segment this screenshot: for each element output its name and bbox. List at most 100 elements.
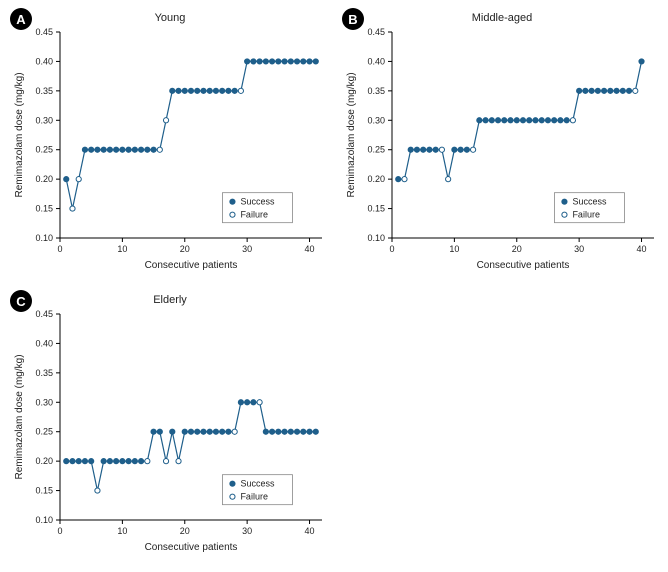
svg-text:0.45: 0.45: [35, 309, 53, 319]
marker-success: [213, 88, 218, 93]
legend: Success Failure: [222, 475, 292, 505]
panel-b: BMiddle-aged0.100.150.200.250.300.350.40…: [340, 6, 664, 278]
marker-success: [220, 429, 225, 434]
marker-success: [433, 147, 438, 152]
svg-text:0.40: 0.40: [35, 56, 53, 66]
marker-success: [157, 429, 162, 434]
y-axis-label: Remimazolam dose (mg/kg): [346, 72, 357, 197]
svg-text:0.10: 0.10: [35, 515, 53, 525]
marker-success: [207, 88, 212, 93]
marker-success: [282, 429, 287, 434]
marker-success: [294, 59, 299, 64]
marker-success: [601, 88, 606, 93]
legend: Success Failure: [554, 193, 624, 223]
marker-success: [508, 118, 513, 123]
svg-text:0.40: 0.40: [35, 338, 53, 348]
svg-text:10: 10: [449, 244, 459, 254]
marker-success: [520, 118, 525, 123]
legend-marker-success: [230, 481, 235, 486]
svg-text:20: 20: [512, 244, 522, 254]
marker-success: [608, 88, 613, 93]
legend-label: Success: [240, 197, 275, 207]
marker-success: [276, 59, 281, 64]
legend-label: Failure: [572, 210, 600, 220]
marker-failure: [163, 118, 168, 123]
marker-success: [226, 429, 231, 434]
marker-success: [201, 429, 206, 434]
panel-c: CElderly0.100.150.200.250.300.350.400.45…: [8, 288, 332, 560]
marker-success: [107, 459, 112, 464]
marker-success: [276, 429, 281, 434]
legend-label: Success: [572, 197, 607, 207]
marker-success: [307, 429, 312, 434]
x-axis-label: Consecutive patients: [145, 542, 238, 553]
marker-failure: [439, 147, 444, 152]
marker-success: [151, 147, 156, 152]
legend-label: Success: [240, 479, 275, 489]
marker-success: [132, 147, 137, 152]
chart-svg: 0.100.150.200.250.300.350.400.4501020304…: [8, 288, 332, 560]
marker-success: [595, 88, 600, 93]
marker-success: [477, 118, 482, 123]
marker-success: [195, 88, 200, 93]
marker-success: [533, 118, 538, 123]
x-axis-label: Consecutive patients: [477, 260, 570, 271]
marker-success: [313, 429, 318, 434]
legend-label: Failure: [240, 492, 268, 502]
marker-success: [558, 118, 563, 123]
marker-success: [89, 459, 94, 464]
marker-success: [145, 147, 150, 152]
panel-title: Middle-aged: [340, 12, 664, 24]
marker-success: [188, 88, 193, 93]
figure-container: AYoung0.100.150.200.250.300.350.400.4501…: [0, 0, 668, 572]
marker-success: [114, 147, 119, 152]
marker-failure: [145, 459, 150, 464]
svg-text:0: 0: [57, 244, 62, 254]
marker-success: [120, 147, 125, 152]
marker-success: [138, 147, 143, 152]
marker-success: [232, 88, 237, 93]
marker-success: [583, 88, 588, 93]
marker-failure: [257, 400, 262, 405]
marker-success: [577, 88, 582, 93]
svg-text:0.15: 0.15: [367, 204, 385, 214]
svg-text:0: 0: [389, 244, 394, 254]
svg-text:0.15: 0.15: [35, 486, 53, 496]
panel-title: Young: [8, 12, 332, 24]
marker-failure: [76, 177, 81, 182]
svg-text:0.25: 0.25: [35, 427, 53, 437]
marker-success: [251, 59, 256, 64]
marker-failure: [70, 206, 75, 211]
marker-success: [564, 118, 569, 123]
marker-success: [589, 88, 594, 93]
svg-text:40: 40: [305, 526, 315, 536]
svg-text:0.30: 0.30: [35, 115, 53, 125]
marker-success: [245, 400, 250, 405]
marker-success: [489, 118, 494, 123]
marker-success: [126, 459, 131, 464]
marker-success: [427, 147, 432, 152]
marker-success: [421, 147, 426, 152]
marker-success: [483, 118, 488, 123]
y-axis-label: Remimazolam dose (mg/kg): [14, 354, 25, 479]
marker-success: [64, 459, 69, 464]
svg-text:0.40: 0.40: [367, 56, 385, 66]
svg-text:0.45: 0.45: [367, 27, 385, 37]
marker-success: [257, 59, 262, 64]
legend-label: Failure: [240, 210, 268, 220]
x-axis-label: Consecutive patients: [145, 260, 238, 271]
marker-success: [132, 459, 137, 464]
marker-success: [182, 88, 187, 93]
marker-success: [114, 459, 119, 464]
svg-text:30: 30: [242, 244, 252, 254]
marker-success: [82, 459, 87, 464]
marker-success: [82, 147, 87, 152]
marker-success: [527, 118, 532, 123]
chart-svg: 0.100.150.200.250.300.350.400.4501020304…: [340, 6, 664, 278]
marker-success: [95, 147, 100, 152]
svg-text:0: 0: [57, 526, 62, 536]
legend-marker-failure: [230, 494, 235, 499]
marker-success: [502, 118, 507, 123]
marker-success: [64, 177, 69, 182]
legend: Success Failure: [222, 193, 292, 223]
